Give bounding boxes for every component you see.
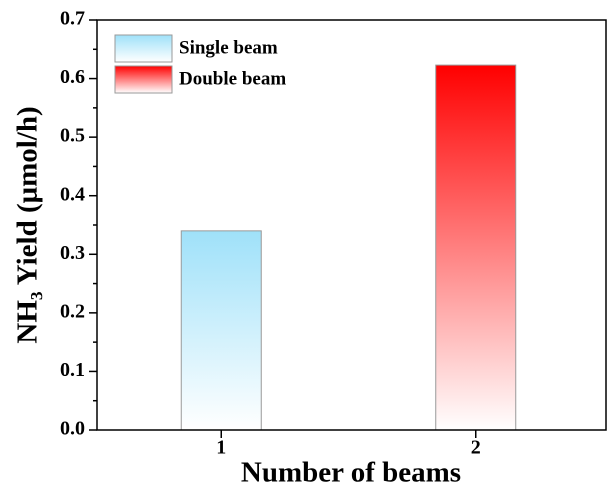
y-tick-label: 0.7 bbox=[60, 8, 85, 30]
bar bbox=[180, 230, 262, 431]
plot-frame bbox=[96, 19, 607, 431]
y-tick-label: 0.2 bbox=[60, 300, 85, 322]
y-axis-label: NH₃ Yield (μmol/h) bbox=[12, 106, 44, 343]
legend-label: Double beam bbox=[179, 68, 286, 89]
x-tick-label: 1 bbox=[216, 437, 226, 459]
y-tick-label: 0.3 bbox=[60, 242, 85, 264]
y-tick-label: 0.5 bbox=[60, 125, 85, 147]
y-tick-label: 0.0 bbox=[60, 418, 85, 440]
legend-swatch bbox=[114, 34, 173, 63]
y-tick-label: 0.1 bbox=[60, 359, 85, 381]
bar bbox=[435, 64, 517, 431]
legend-swatch bbox=[114, 65, 173, 94]
y-tick-label: 0.4 bbox=[60, 183, 85, 205]
legend-label: Single beam bbox=[179, 37, 278, 58]
x-tick-label: 2 bbox=[471, 437, 481, 459]
x-axis-label: Number of beams bbox=[241, 457, 461, 489]
y-tick-label: 0.6 bbox=[60, 66, 85, 88]
